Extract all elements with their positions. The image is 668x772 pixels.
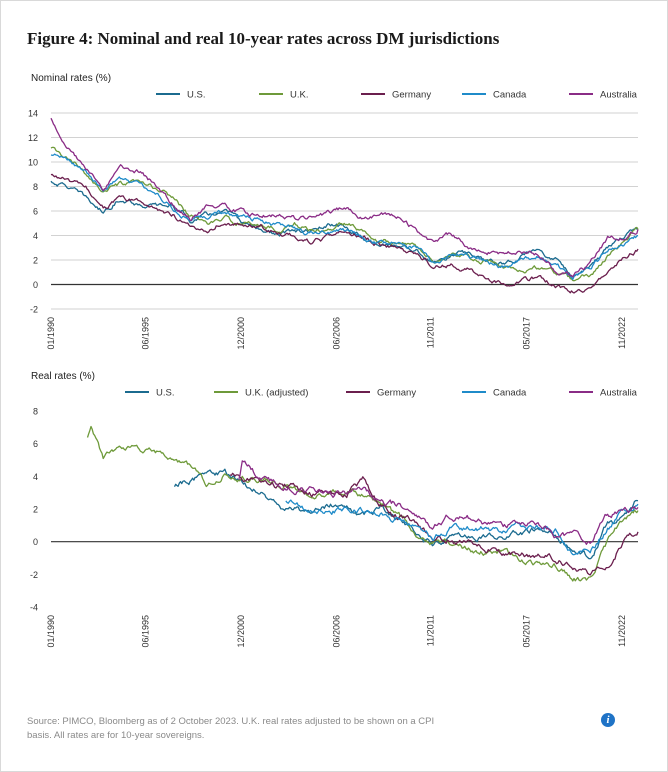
y-tick-label: 8 [33, 182, 38, 192]
x-tick-label: 11/2011 [426, 615, 436, 646]
series-line-real-1 [86, 425, 639, 582]
x-tick-label: 06/2006 [332, 615, 342, 648]
info-icon[interactable]: i [601, 713, 615, 727]
x-tick-label: 06/1995 [140, 317, 150, 350]
y-tick-label: 0 [33, 280, 38, 290]
y-tick-label: -4 [30, 603, 38, 613]
legend-label: U.S. [156, 388, 174, 399]
y-tick-label: -2 [30, 570, 38, 580]
legend-label: Canada [493, 388, 527, 399]
y-tick-label: 6 [33, 439, 38, 449]
legend-label: Australia [600, 388, 638, 399]
x-tick-label: 01/1990 [46, 615, 56, 648]
panel-title: Real rates (%) [31, 371, 95, 382]
y-tick-label: 4 [33, 472, 38, 482]
y-tick-label: 6 [33, 207, 38, 217]
legend-label: U.S. [187, 90, 205, 101]
source-note: Source: PIMCO, Bloomberg as of 2 October… [27, 716, 435, 741]
y-tick-label: 0 [33, 537, 38, 547]
legend-label: U.K. (adjusted) [245, 388, 308, 399]
y-tick-label: 2 [33, 505, 38, 515]
legend-label: U.K. [290, 90, 308, 101]
x-tick-label: 06/2006 [332, 317, 342, 350]
y-tick-label: 10 [28, 158, 38, 168]
x-tick-label: 11/2011 [426, 317, 436, 348]
series-line-real-3 [285, 499, 639, 556]
legend-label: Australia [600, 90, 638, 101]
x-tick-label: 11/2022 [617, 615, 627, 647]
legend-label: Canada [493, 90, 527, 101]
x-tick-label: 11/2022 [617, 317, 627, 349]
series-line-real-0 [173, 468, 639, 560]
panel-title: Nominal rates (%) [31, 73, 111, 84]
series-line-nominal-3 [50, 153, 639, 281]
figure-title: Figure 4: Nominal and real 10-year rates… [27, 29, 500, 48]
x-tick-label: 05/2017 [521, 615, 531, 648]
series-line-real-2 [229, 472, 639, 576]
nominal-rates-chart: Nominal rates (%) -2 0 2 4 6 8 10 12 14 01/1990 06/… [28, 73, 639, 350]
x-tick-label: 01/1990 [46, 317, 56, 350]
x-tick-label: 12/2000 [236, 317, 246, 350]
series-line-nominal-0 [50, 180, 639, 278]
y-tick-label: 14 [28, 109, 38, 119]
y-tick-label: 12 [28, 133, 38, 143]
series-line-real-4 [238, 460, 639, 545]
y-tick-label: 4 [33, 231, 38, 241]
y-tick-label: 8 [33, 407, 38, 417]
series-line-nominal-2 [50, 173, 639, 294]
legend-label: Germany [392, 90, 431, 101]
legend-label: Germany [377, 388, 416, 399]
series-line-nominal-1 [50, 146, 639, 282]
real-rates-chart: Real rates (%) -4 -2 0 2 4 6 8 01/1990 06/1995 12/… [30, 371, 639, 648]
x-tick-label: 12/2000 [236, 615, 246, 648]
x-tick-label: 06/1995 [140, 615, 150, 648]
x-tick-label: 05/2017 [521, 317, 531, 350]
y-tick-label: -2 [30, 305, 38, 315]
series-line-nominal-4 [50, 117, 639, 278]
y-tick-label: 2 [33, 256, 38, 266]
